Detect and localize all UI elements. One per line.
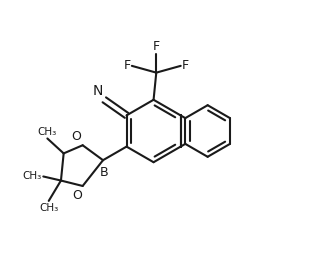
Text: CH₃: CH₃ bbox=[38, 127, 57, 137]
Text: CH₃: CH₃ bbox=[39, 203, 59, 212]
Text: B: B bbox=[100, 166, 109, 179]
Text: N: N bbox=[93, 84, 103, 99]
Text: F: F bbox=[153, 40, 160, 53]
Text: F: F bbox=[124, 59, 131, 72]
Text: F: F bbox=[182, 59, 189, 72]
Text: O: O bbox=[72, 189, 82, 202]
Text: O: O bbox=[72, 130, 81, 143]
Text: CH₃: CH₃ bbox=[23, 171, 42, 182]
